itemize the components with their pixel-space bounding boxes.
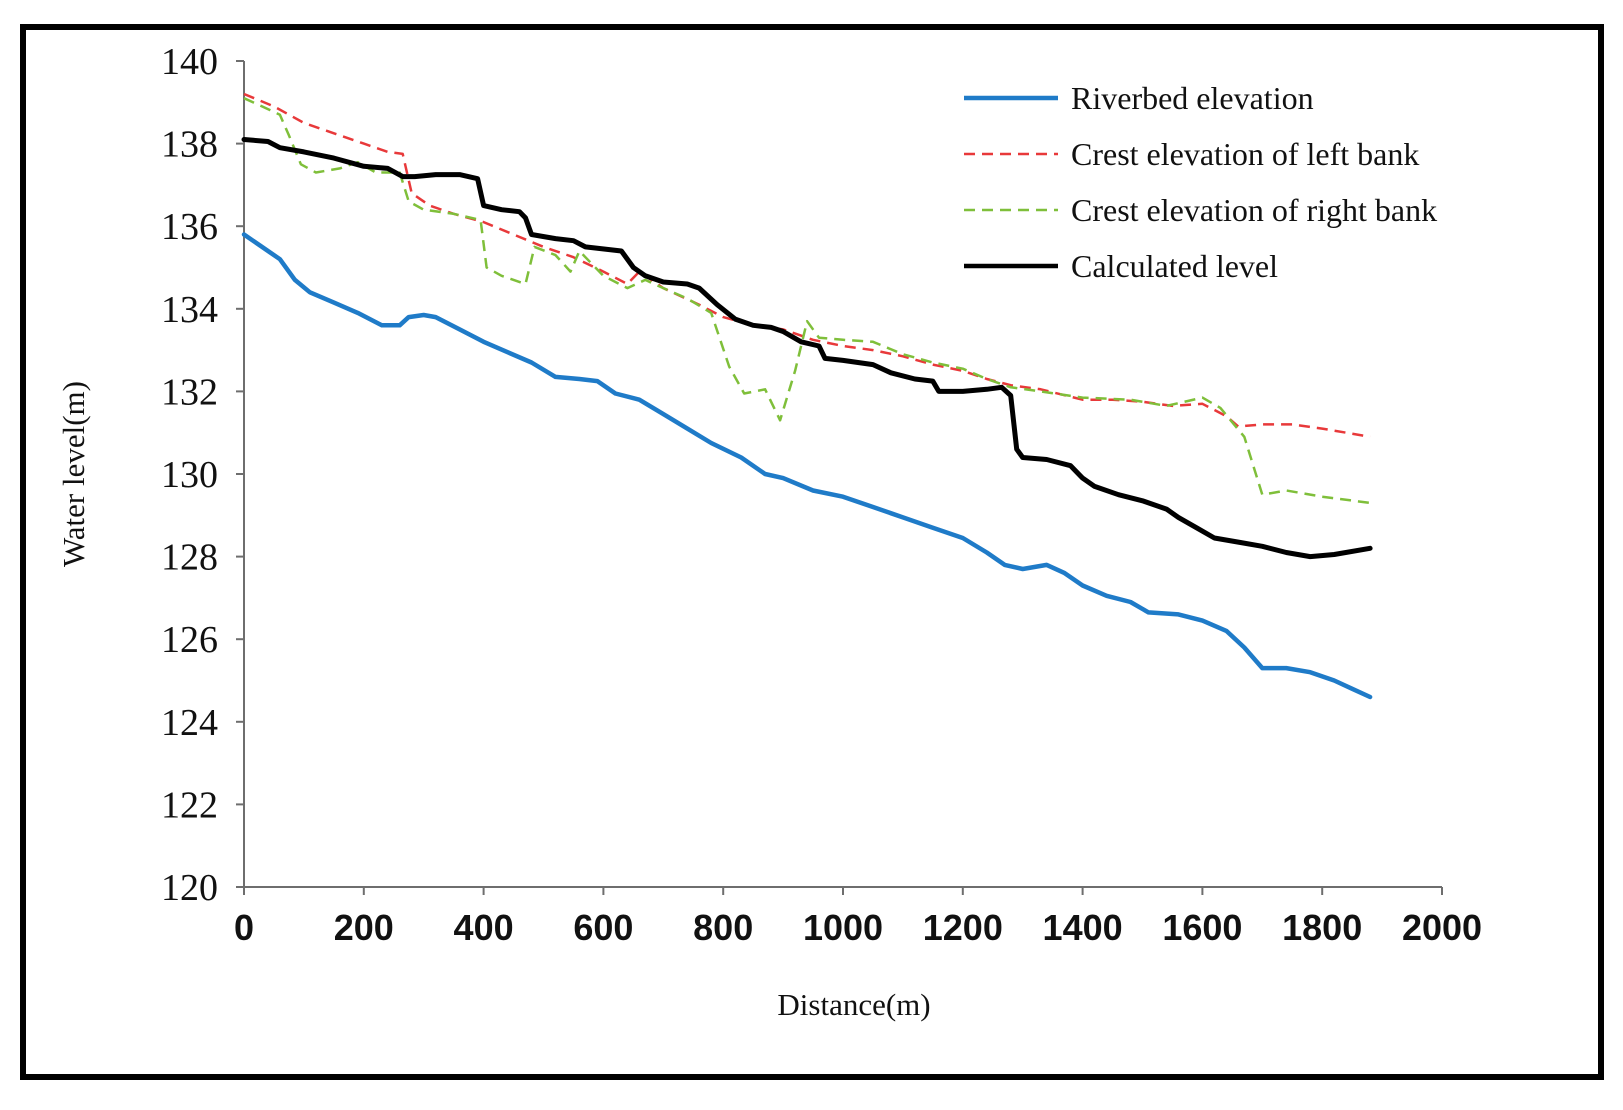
y-tick-label: 128 (161, 537, 218, 579)
series-line-crest-elevation-of-right-bank (243, 97, 1371, 505)
y-tick-label: 140 (161, 41, 218, 83)
x-tick-label: 600 (573, 907, 633, 948)
legend-label: Riverbed elevation (1071, 80, 1314, 116)
series-line-calculated-level (241, 137, 1373, 560)
y-tick-label: 122 (161, 784, 218, 826)
y-tick-label: 138 (161, 124, 218, 166)
x-axis-title: Distance(m) (777, 987, 930, 1022)
y-tick-label: 126 (161, 619, 218, 661)
y-tick-label: 136 (161, 206, 218, 248)
figure-frame: 0 200 400 600 800 1000 1200 1400 1600 1800 2000 12… (20, 24, 1604, 1080)
x-tick-label: 2000 (1402, 907, 1482, 948)
x-tick-label: 400 (454, 907, 514, 948)
y-tick-label: 120 (161, 867, 218, 909)
x-tick-label: 1000 (803, 907, 883, 948)
y-tick-label: 132 (161, 371, 218, 413)
y-tick-label: 134 (161, 289, 218, 331)
legend-label: Crest elevation of right bank (1071, 192, 1437, 228)
legend-label: Calculated level (1071, 248, 1278, 284)
x-tick-label: 200 (334, 907, 394, 948)
x-tick-label: 0 (234, 907, 254, 948)
x-tick-label: 1800 (1282, 907, 1362, 948)
x-tick-label: 1600 (1162, 907, 1242, 948)
x-axis-ticks: 0 200 400 600 800 1000 1200 1400 1600 1800 2000 (234, 887, 1482, 948)
y-axis-title: Water level(m) (56, 381, 91, 567)
y-tick-label: 130 (161, 454, 218, 496)
axes: 0 200 400 600 800 1000 1200 1400 1600 1800 2000 12… (161, 41, 1482, 948)
legend: Riverbed elevation Crest elevation of lef… (964, 80, 1437, 284)
series-line-riverbed-elevation (241, 232, 1373, 700)
x-tick-label: 1200 (923, 907, 1003, 948)
x-tick-label: 800 (693, 907, 753, 948)
x-tick-label: 1400 (1043, 907, 1123, 948)
y-tick-label: 124 (161, 702, 218, 744)
legend-label: Crest elevation of left bank (1071, 136, 1419, 172)
series-lines (241, 92, 1373, 700)
y-axis-ticks: 120 122 124 126 128 130 132 134 136 138 140 (161, 41, 244, 909)
line-chart: 0 200 400 600 800 1000 1200 1400 1600 1800 2000 12… (56, 41, 1482, 1022)
